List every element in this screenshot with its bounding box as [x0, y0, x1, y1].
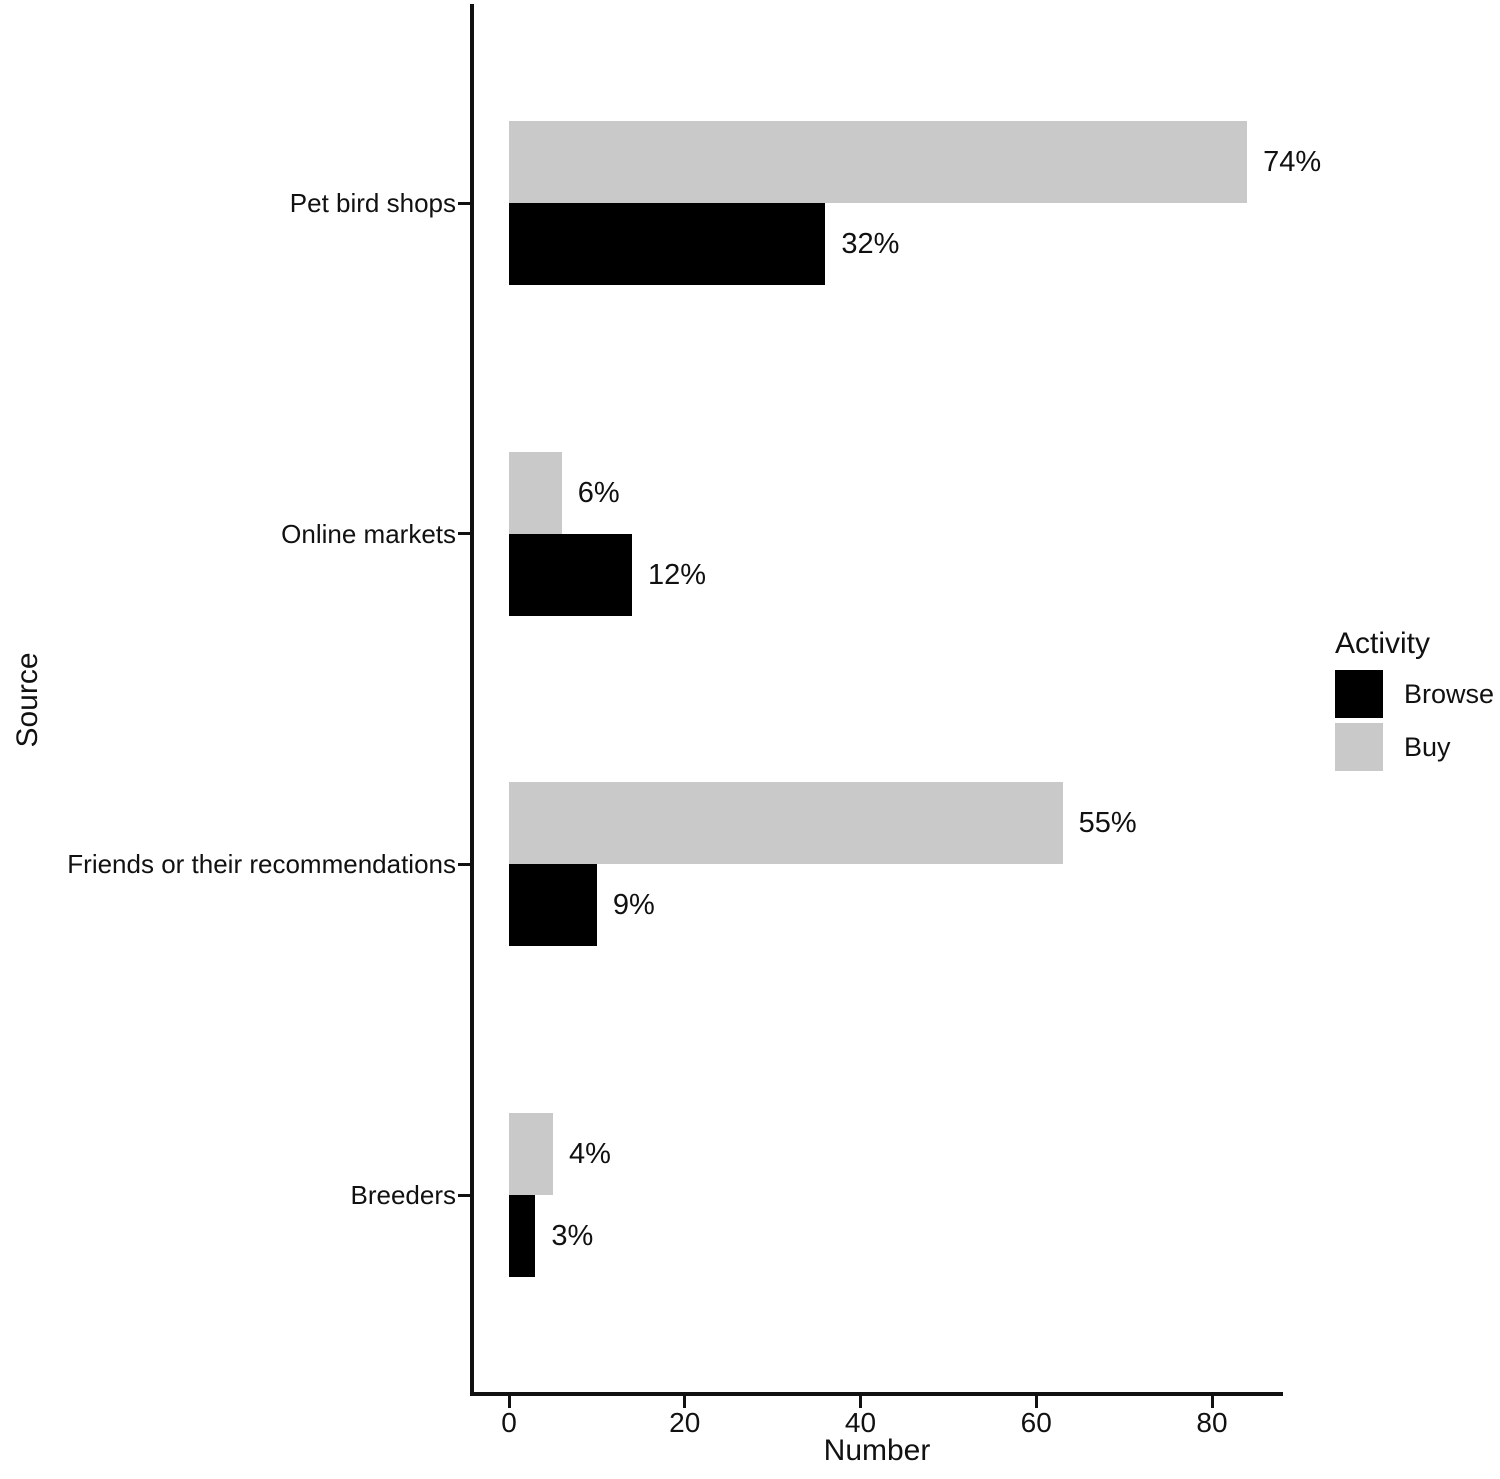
- x-tick-label: 20: [669, 1407, 701, 1438]
- bar-value-label: 9%: [612, 889, 655, 922]
- bar-value-label: 12%: [648, 558, 707, 591]
- category-label: Online markets: [281, 518, 456, 549]
- bar-buy: [509, 1113, 553, 1196]
- bar-value-label: 74%: [1263, 146, 1322, 178]
- bar-value-label: 55%: [1078, 807, 1137, 840]
- bar-browse: [509, 533, 633, 616]
- legend: Activity Browse Buy: [1335, 626, 1494, 776]
- x-tick-mark: [683, 1396, 687, 1408]
- x-tick-mark: [859, 1396, 862, 1408]
- bar-buy: [509, 451, 562, 534]
- x-axis-title: Number: [823, 1434, 931, 1467]
- x-tick-label: 40: [844, 1407, 877, 1438]
- y-tick-mark: [458, 862, 470, 866]
- y-axis-title: Source: [11, 652, 44, 748]
- x-tick-label: 0: [501, 1407, 517, 1438]
- buy-swatch: [1335, 723, 1383, 771]
- bar-value-label: 4%: [568, 1138, 611, 1171]
- x-tick-label: 80: [1196, 1407, 1228, 1438]
- x-tick-mark: [1210, 1396, 1214, 1408]
- y-tick-mark: [458, 532, 470, 536]
- y-axis-line: [470, 4, 474, 1396]
- legend-item-browse: Browse: [1335, 670, 1494, 718]
- bar-browse: [509, 203, 826, 285]
- category-label: Pet bird shops: [289, 188, 456, 218]
- bar-value-label: 32%: [841, 228, 900, 260]
- category-label: Friends or their recommendations: [67, 849, 456, 880]
- y-tick-mark: [458, 1193, 470, 1197]
- bar-value-label: 3%: [551, 1220, 594, 1253]
- x-tick-mark: [507, 1396, 511, 1408]
- category-label: Breeders: [350, 1180, 457, 1211]
- bar-browse: [509, 1195, 536, 1278]
- legend-item-buy: Buy: [1335, 723, 1494, 771]
- x-tick-label: 60: [1020, 1407, 1052, 1438]
- y-tick-mark: [458, 201, 470, 205]
- bar-value-label: 6%: [577, 476, 620, 509]
- x-tick-mark: [1034, 1396, 1038, 1408]
- x-axis-line: [470, 1392, 1283, 1396]
- bar-browse: [509, 864, 597, 947]
- legend-title: Activity: [1335, 627, 1431, 660]
- legend-label-buy: Buy: [1404, 731, 1451, 762]
- bar-buy: [509, 121, 1248, 203]
- bar-buy: [509, 782, 1063, 865]
- legend-label-browse: Browse: [1404, 678, 1495, 709]
- browse-swatch: [1335, 670, 1383, 718]
